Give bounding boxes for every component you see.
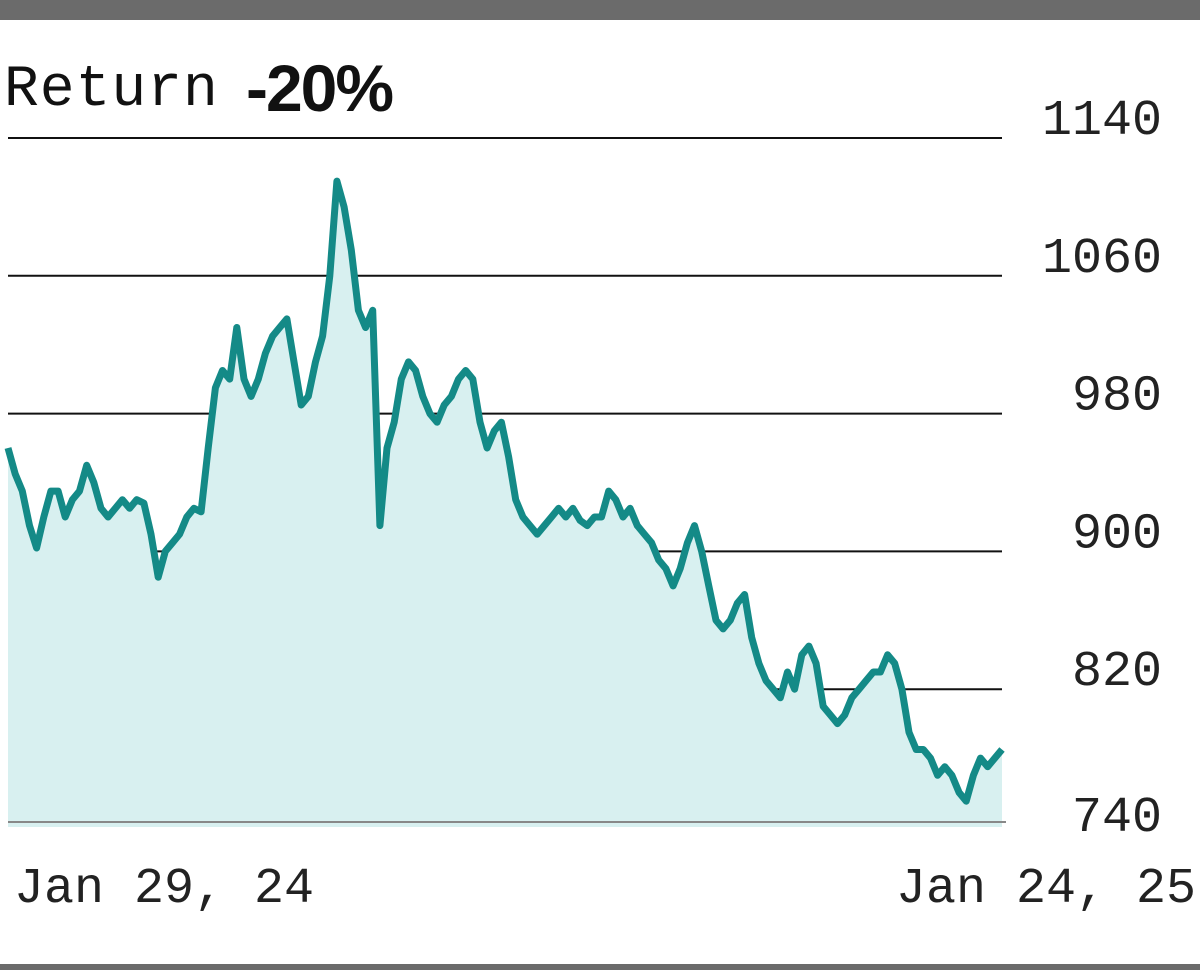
return-value: -20% [246, 51, 394, 125]
y-tick-label-740: 740 [1072, 790, 1162, 847]
y-tick-label-900: 900 [1072, 506, 1162, 563]
top-frame-bar [0, 0, 1200, 20]
y-tick-label-1060: 1060 [1042, 231, 1162, 288]
bottom-frame-bar [0, 964, 1200, 970]
y-axis-ticks: 740 820 900 980 1060 1140 [1042, 93, 1162, 847]
price-line [4, 177, 1005, 805]
y-tick-label-980: 980 [1072, 369, 1162, 426]
price-area-fill [8, 181, 1002, 828]
y-tick-label-820: 820 [1072, 644, 1162, 701]
x-tick-end: Jan 24, 25 [896, 861, 1196, 918]
y-tick-label-1140: 1140 [1042, 93, 1162, 150]
return-label: Return [4, 58, 219, 123]
x-tick-start: Jan 29, 24 [14, 861, 314, 918]
